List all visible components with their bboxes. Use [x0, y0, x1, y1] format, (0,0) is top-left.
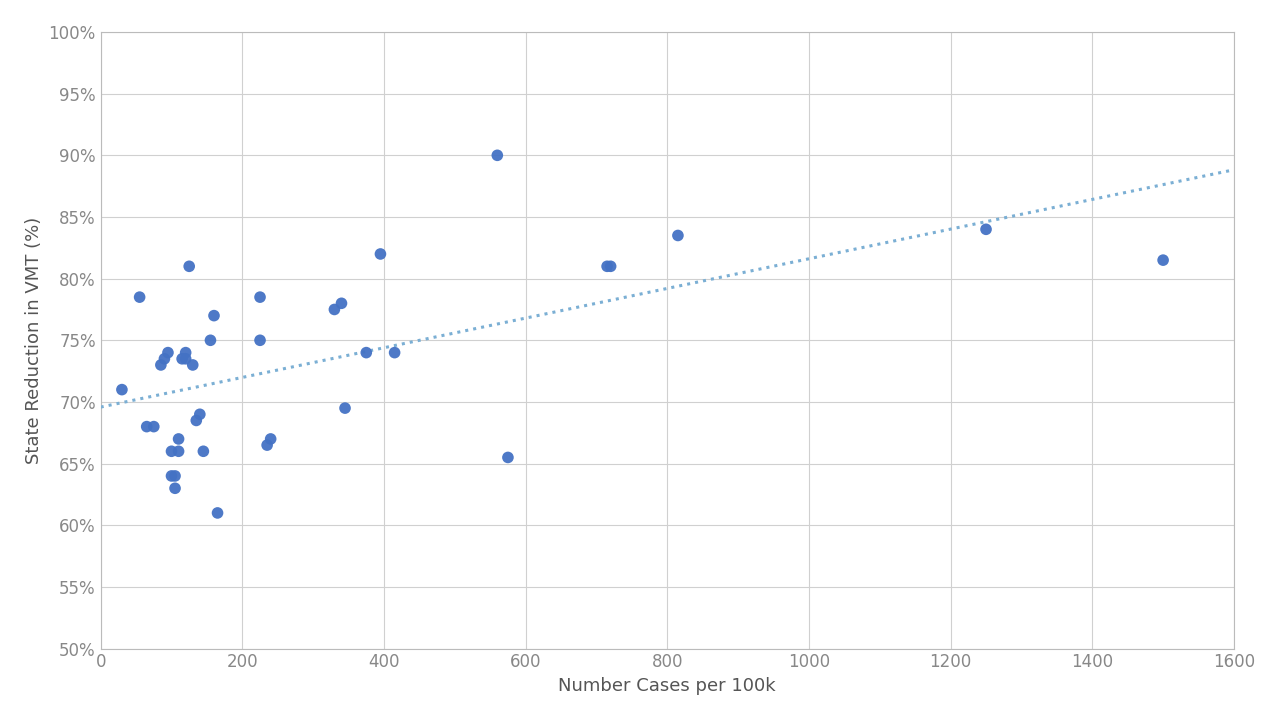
Point — [189, 408, 210, 420]
Point — [498, 451, 518, 463]
Point — [332, 297, 352, 309]
Point — [175, 353, 196, 364]
Point — [143, 421, 164, 433]
Point — [1153, 254, 1174, 266]
Point — [335, 402, 356, 414]
Point — [384, 347, 404, 359]
Point — [250, 292, 270, 303]
Point — [165, 482, 186, 494]
Point — [169, 433, 189, 445]
Point — [600, 261, 621, 272]
Point — [488, 150, 508, 161]
Point — [200, 335, 220, 346]
Point — [161, 446, 182, 457]
Point — [207, 507, 228, 518]
Point — [260, 433, 280, 445]
X-axis label: Number Cases per 100k: Number Cases per 100k — [558, 677, 776, 695]
Point — [179, 261, 200, 272]
Point — [169, 446, 189, 457]
Point — [172, 353, 192, 364]
Point — [186, 415, 206, 426]
Point — [157, 347, 178, 359]
Point — [111, 384, 132, 395]
Point — [370, 248, 390, 260]
Point — [151, 359, 172, 371]
Y-axis label: State Reduction in VMT (%): State Reduction in VMT (%) — [26, 217, 44, 464]
Point — [183, 359, 204, 371]
Point — [129, 292, 150, 303]
Point — [204, 310, 224, 321]
Point — [193, 446, 214, 457]
Point — [975, 223, 996, 235]
Point — [154, 353, 174, 364]
Point — [668, 230, 689, 241]
Point — [165, 470, 186, 482]
Point — [250, 335, 270, 346]
Point — [356, 347, 376, 359]
Point — [596, 261, 617, 272]
Point — [257, 439, 278, 451]
Point — [161, 470, 182, 482]
Point — [175, 347, 196, 359]
Point — [324, 304, 344, 315]
Point — [137, 421, 157, 433]
